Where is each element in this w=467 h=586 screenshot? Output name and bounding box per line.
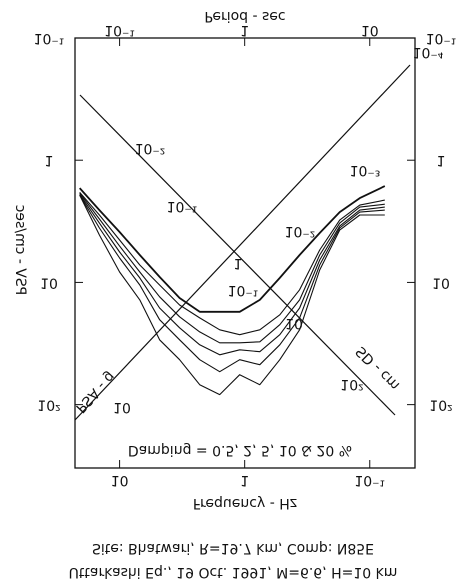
annotation: 10 [113,399,131,415]
annotation: 10⁻¹ [167,198,198,214]
y-tick-label: 1 [437,152,446,168]
y-axis-label: PSV - cm/sec [12,205,28,296]
caption: Site: Bhatwari, R=19.7 km, Comp: N85E [92,540,374,556]
annotation: 10⁻² [285,223,316,239]
spectrum-line [79,191,385,336]
y-tick-label: 1 [45,152,54,168]
psa-axis [74,64,411,421]
x-tick-label: 10⁻¹ [104,22,135,38]
spectrum-line [79,194,385,373]
annotation: 10⁻² [135,140,166,156]
x-tick-label: 10 [361,22,379,38]
y-tick-label: 10 [432,274,450,290]
x2-axis-label: Frequency - Hz [193,495,297,511]
annotation: 10⁻¹ [228,282,259,298]
annotation: 1 [234,255,243,271]
y-tick-label: 10² [37,397,60,413]
y-tick-label: 10² [429,397,452,413]
spectrum-line [79,185,386,313]
x2-tick-label: 10 [111,472,129,488]
y-tick-label: 10 [40,274,58,290]
x-tick-label: 1 [240,22,249,38]
annotation: 10² [340,376,363,392]
y-tick-label: 10⁻¹ [426,30,457,46]
x2-tick-label: 10⁻¹ [354,472,385,488]
spectrum-line [79,193,385,356]
annotation: 10⁻⁴ [413,44,444,60]
caption: Uttarkashi Eq., 19 Oct. 1991, M=6.6, H=1… [69,564,398,580]
annotation: 10⁻³ [350,162,381,178]
spectrum-line [79,194,385,396]
x-axis-label: Period - sec [204,8,285,24]
annotation: Damping = 0.5, 2, 5, 10 & 20 % [128,442,352,458]
x2-tick-label: 1 [240,472,249,488]
sd-axis [79,94,396,416]
y-tick-label: 10⁻¹ [34,30,65,46]
spectrum-line [79,192,385,344]
annotation: PSA - g [72,368,118,415]
